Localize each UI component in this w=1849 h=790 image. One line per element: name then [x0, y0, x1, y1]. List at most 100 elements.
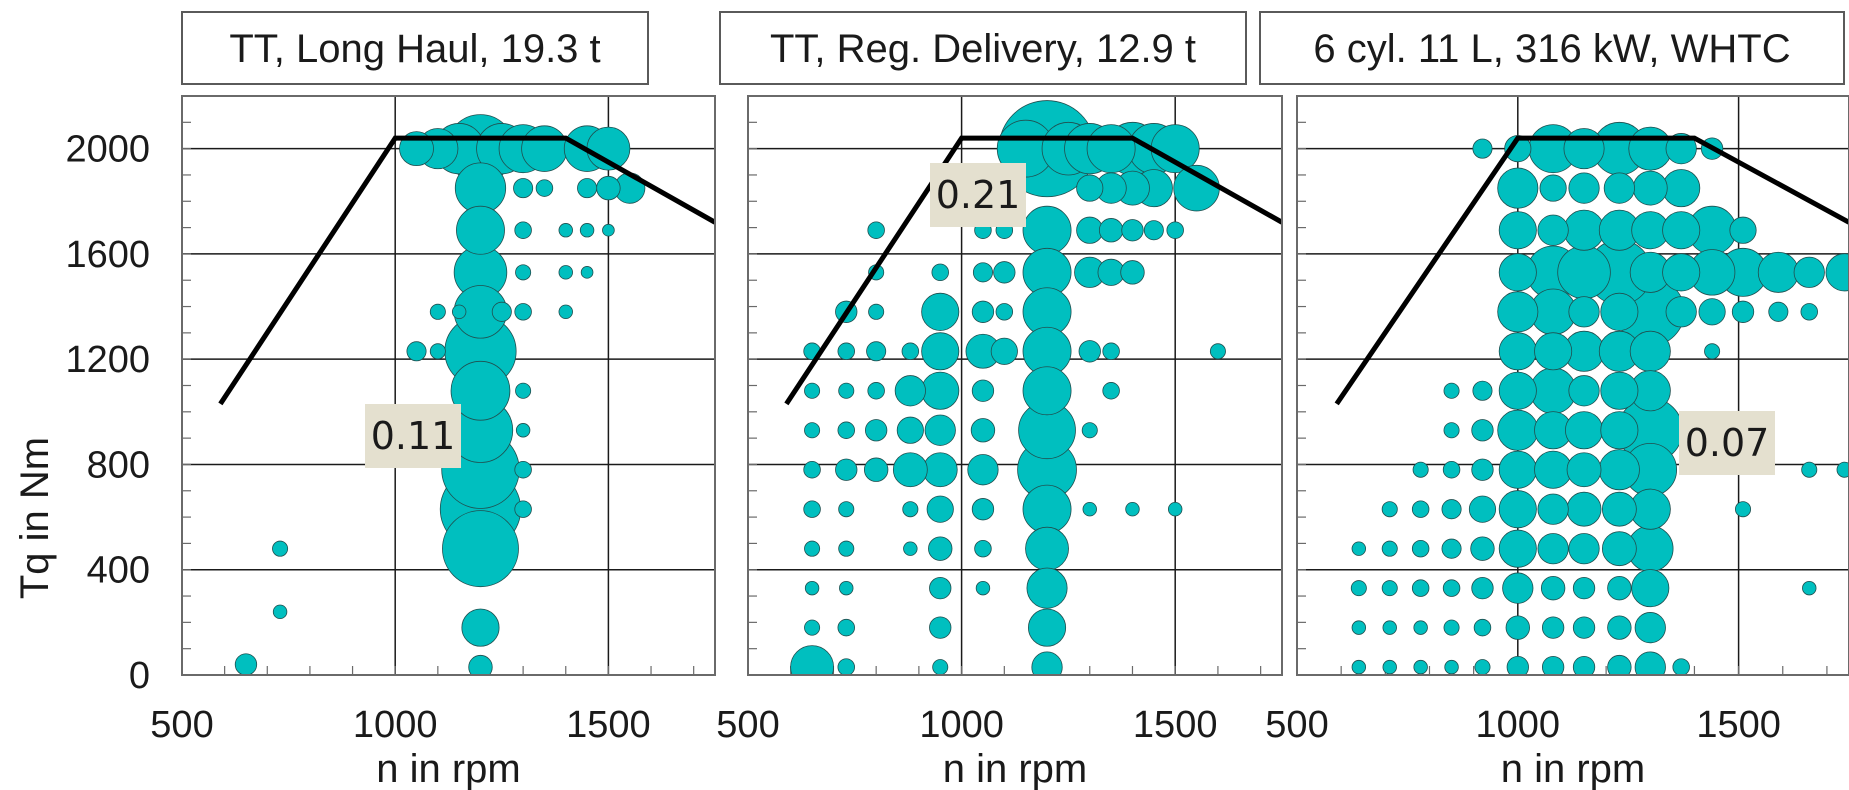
bubble-point — [1381, 540, 1398, 557]
panel-2-x-tick-label: 1000 — [919, 704, 1004, 746]
bubble-point — [1634, 651, 1666, 675]
bubble-point — [1442, 579, 1461, 597]
bubble-point — [468, 654, 493, 675]
x-axis: 500 1000 1500 n in rpm 500 1000 1500 n in rpm 50… — [150, 704, 1781, 790]
bubble-point — [1031, 651, 1063, 675]
bubble-point — [1028, 608, 1067, 647]
bubble-point — [1498, 332, 1537, 371]
bubble-point — [926, 495, 954, 523]
bubble-point — [1566, 491, 1602, 527]
bubble-point — [804, 422, 821, 439]
bubble-point — [1665, 296, 1697, 328]
bubble-point — [234, 653, 258, 675]
bubble-point — [892, 452, 928, 488]
bubble-point — [1022, 366, 1072, 416]
bubble-point — [1836, 461, 1849, 478]
bubble-point — [995, 303, 1014, 321]
bubble-point — [406, 341, 427, 362]
bubble-point — [461, 608, 500, 647]
bubble-point — [1497, 409, 1539, 451]
bubble-point — [1607, 615, 1632, 640]
y-tick-label: 400 — [87, 550, 150, 592]
bubble-point — [1607, 575, 1632, 601]
bubble-point — [1209, 343, 1226, 360]
bubble-point — [1672, 658, 1690, 675]
bubble-point — [1662, 211, 1701, 250]
panel-3-plot: 0.07 — [1296, 95, 1849, 676]
bubble-point — [837, 658, 855, 675]
bubble-point — [803, 460, 821, 479]
bubble-point — [1086, 124, 1136, 174]
y-axis-title: Tq in Nm — [13, 437, 57, 599]
bubble-point — [974, 539, 992, 558]
panel-3-x-tick-label: 500 — [1265, 704, 1328, 746]
bubble-point — [1497, 291, 1539, 333]
bubble-point — [1411, 500, 1430, 518]
bubble-point — [1382, 659, 1397, 675]
bubble-point — [1572, 655, 1596, 675]
panel-2-title: TT, Reg. Delivery, 12.9 t — [770, 27, 1196, 71]
panel-3-x-tick-label: 1500 — [1696, 704, 1781, 746]
bubble-point — [442, 510, 519, 588]
bubble-point — [901, 342, 920, 361]
panel-titles: TT, Long Haul, 19.3 t TT, Reg. Delivery,… — [181, 11, 1845, 85]
bubble-point — [1472, 380, 1493, 401]
bubble-point — [1568, 375, 1600, 407]
bubble-point — [804, 382, 821, 399]
bubble-point — [515, 264, 532, 281]
bubble-point — [1082, 501, 1097, 517]
y-tick-label: 1200 — [65, 339, 150, 381]
bubble-point — [837, 421, 855, 439]
bubble-point — [1413, 620, 1428, 635]
bubble-point — [866, 341, 887, 362]
bubble-point — [450, 360, 511, 421]
bubble-point — [1566, 452, 1602, 488]
panel-1-annotation-box — [365, 404, 461, 468]
bubble-point — [1443, 382, 1460, 399]
bubble-point — [514, 500, 532, 518]
panel-1-x-tick-label: 1000 — [353, 704, 438, 746]
bubble-point — [1143, 220, 1164, 241]
bubble-point — [1600, 292, 1639, 331]
plot-panels: 0.11 0.21 0.07 — [181, 95, 1849, 676]
panel-1-frame — [181, 95, 716, 676]
bubble-point — [558, 304, 573, 320]
bubble-point — [990, 337, 1018, 365]
panel-3-annotation: 0.07 — [1685, 421, 1770, 465]
bubble-point — [1498, 490, 1537, 529]
bubble-point — [1102, 382, 1120, 400]
bubble-point — [1102, 342, 1120, 361]
bubble-point — [932, 659, 949, 675]
bubble-point — [1443, 619, 1460, 636]
bubble-point — [1471, 458, 1494, 481]
bubble-point — [1540, 575, 1566, 601]
bubble-point — [272, 540, 289, 557]
bubble-point — [1537, 493, 1569, 525]
bubble-point — [1506, 655, 1529, 675]
bubble-point — [790, 645, 834, 675]
bubble-point — [971, 498, 995, 521]
bubble-point — [1572, 576, 1596, 600]
bubble-point — [971, 379, 995, 402]
bubble-point — [1607, 654, 1632, 675]
bubble-point — [1411, 579, 1430, 597]
bubble-point — [1731, 300, 1755, 323]
bubble-point — [1498, 371, 1537, 410]
bubble-point — [1825, 253, 1849, 292]
bubble-point — [894, 375, 926, 407]
bubble-point — [1572, 616, 1596, 639]
bubble-point — [921, 332, 960, 371]
panel-3-title: 6 cyl. 11 L, 316 kW, WHTC — [1313, 27, 1790, 71]
panel-2-plot: 0.21 — [747, 95, 1283, 676]
bubble-point — [1022, 484, 1072, 534]
bubble-point — [1504, 135, 1532, 163]
bubble-point — [577, 178, 598, 199]
bubble-point — [1470, 536, 1495, 561]
bubble-point — [515, 382, 532, 399]
bubble-point — [1502, 572, 1534, 604]
bubble-point — [804, 580, 820, 596]
panel-3-full-load-curve — [1334, 135, 1849, 406]
bubble-point — [1628, 126, 1673, 171]
panel-2-x-tick-label: 1500 — [1133, 704, 1218, 746]
bubble-point — [1351, 659, 1367, 675]
